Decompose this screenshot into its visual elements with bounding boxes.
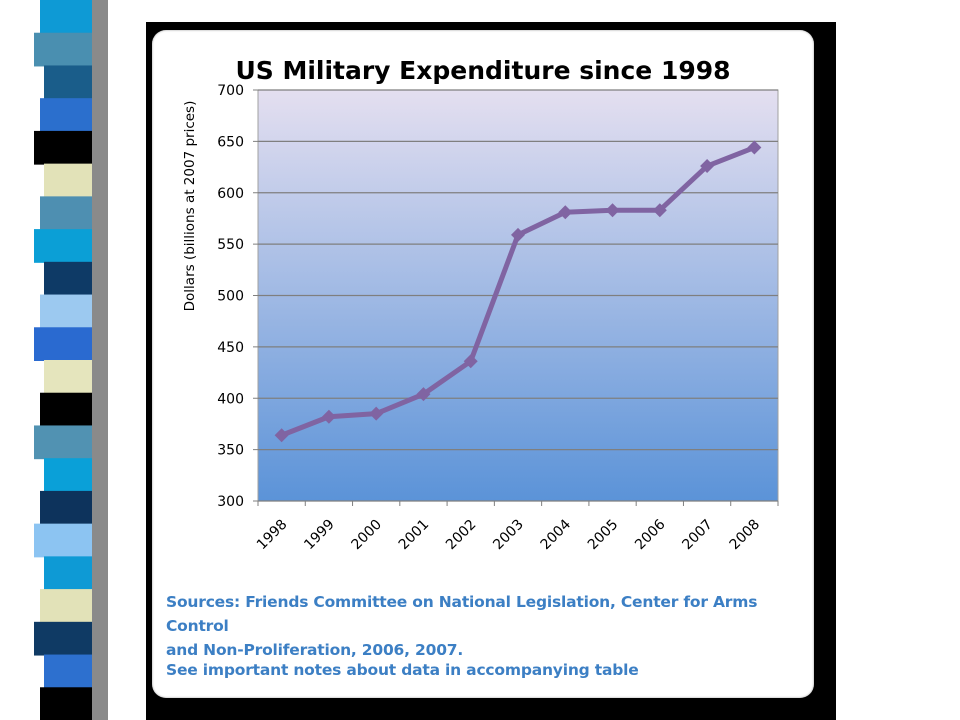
y-tick-label: 450 [217,340,244,356]
strip-block [34,425,92,460]
x-tick-label: 2006 [632,516,669,553]
y-tick-label: 600 [217,186,244,202]
y-tick-labels: 300 350 400 450 500 550 600 650 700 [217,83,244,510]
strip-block [44,654,92,689]
x-tick-label: 1998 [254,517,291,554]
x-tick-labels: 1998 1999 2000 2001 2002 2003 2004 2005 2006 2007… [254,516,763,553]
data-point-marker [463,354,478,369]
sources-line-2: and Non-Proliferation, 2006, 2007. [166,641,464,659]
strip-block [34,32,92,67]
strip-block [44,65,92,100]
strip-block [40,589,92,623]
x-tick-label: 2000 [348,517,385,554]
x-tick-label: 2007 [679,517,716,554]
chart-title: US Military Expenditure since 1998 [235,56,730,85]
y-tick-label: 650 [217,134,244,150]
y-tick-label: 500 [217,289,244,305]
sources-note: Sources: Friends Committee on National L… [166,590,806,662]
data-point-marker [558,205,573,220]
data-point-marker [652,203,667,218]
x-tick-label: 2008 [727,517,764,554]
strip-block [34,130,92,165]
x-tick-label: 1999 [301,517,338,554]
strip-block [40,294,92,329]
strip-block [40,392,92,427]
strip-block [40,98,92,132]
decorative-color-strip [34,0,108,720]
data-point-marker [321,409,336,424]
grid-lines [253,89,779,506]
data-point-marker [274,428,289,443]
x-tick-label: 2003 [490,517,527,554]
y-tick-label: 400 [217,391,244,407]
strip-block [40,687,92,720]
series-line-group [274,140,762,443]
sources-line-1: Sources: Friends Committee on National L… [166,593,758,635]
data-point-marker [747,140,762,155]
y-tick-label: 550 [217,237,244,253]
y-tick-label: 300 [217,494,244,510]
strip-block [44,458,92,492]
x-tick-label: 2005 [585,517,622,554]
x-tick-label: 2004 [538,516,575,553]
strip-block [34,523,92,558]
strip-block [40,490,92,525]
data-point-marker [416,387,431,402]
strip-block [44,556,92,591]
strip-block [34,327,92,361]
strip-shadow [92,0,108,720]
data-point-marker [369,406,384,421]
strip-block [34,621,92,656]
data-point-marker [511,227,525,242]
strip-block [40,0,92,34]
x-tick-label: 2002 [443,517,480,554]
strip-block [44,261,92,296]
data-point-marker [700,159,715,174]
strip-block [44,360,92,394]
y-tick-label: 700 [217,83,244,99]
strip-block [44,163,92,198]
y-tick-label: 350 [217,443,244,459]
x-tick-label: 2001 [396,517,433,554]
data-point-marker [605,203,620,218]
strip-block [40,196,92,231]
table-note: See important notes about data in accomp… [166,661,639,679]
strip-block [34,229,92,263]
y-axis-label: Dollars (billions at 2007 prices) [182,101,198,312]
